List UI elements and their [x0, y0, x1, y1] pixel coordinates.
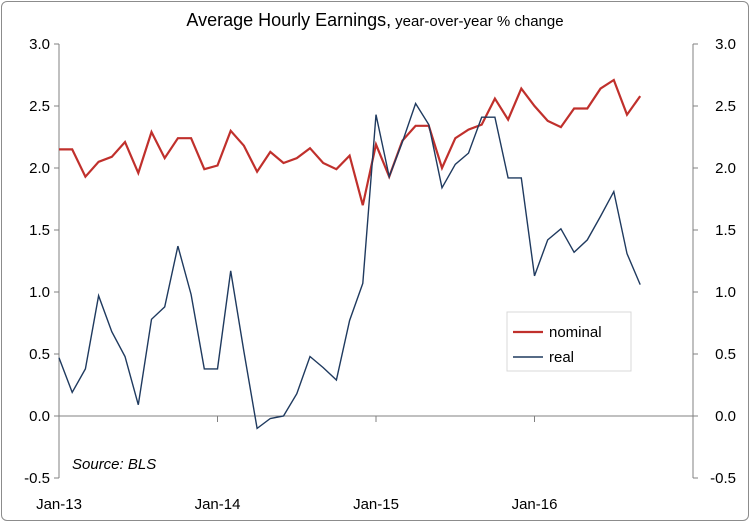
y-tick-label-left: -0.5 — [24, 470, 50, 487]
y-tick-label-left: 1.0 — [29, 284, 50, 301]
series-line-nominal — [59, 78, 642, 206]
legend-label-real: real — [549, 349, 574, 366]
y-tick-label-left: 0.0 — [29, 408, 50, 425]
x-tick-label: Jan-15 — [353, 496, 399, 513]
axes — [54, 43, 698, 479]
y-tick-label-left: 1.5 — [29, 222, 50, 239]
y-tick-label-right: 0.5 — [715, 346, 736, 363]
y-tick-label-left: 0.5 — [29, 346, 50, 363]
series-line-real — [58, 101, 641, 430]
y-tick-label-left: 2.0 — [29, 160, 50, 177]
chart-subtitle: year-over-year % change — [395, 13, 563, 30]
chart-title-main: Average Hourly Earnings, — [186, 10, 391, 30]
source-annotation: Source: BLS — [72, 456, 156, 473]
legend-box — [506, 311, 632, 372]
legend-label-nominal: nominal — [549, 324, 602, 341]
y-tick-label-right: 1.5 — [715, 222, 736, 239]
y-tick-label-right: 1.0 — [715, 284, 736, 301]
y-tick-label-right: 2.5 — [715, 98, 736, 115]
y-tick-label-left: 2.5 — [29, 98, 50, 115]
y-tick-label-right: 0.0 — [715, 408, 736, 425]
y-tick-label-left: 3.0 — [29, 36, 50, 53]
x-tick-label: Jan-13 — [36, 496, 82, 513]
x-tick-label: Jan-14 — [195, 496, 241, 513]
series-lines — [58, 78, 642, 430]
x-tick-label: Jan-16 — [512, 496, 558, 513]
y-tick-label-right: 3.0 — [715, 36, 736, 53]
legend: nominal real — [506, 311, 632, 372]
tick-labels: -0.5 -0.5 0.0 0.0 0.5 0.5 1.0 1.0 1.5 1.5 2.0 2.0 2.… — [24, 36, 736, 513]
chart-title: Average Hourly Earnings, year-over-year %… — [186, 10, 563, 30]
y-tick-label-right: -0.5 — [710, 470, 736, 487]
y-tick-label-right: 2.0 — [715, 160, 736, 177]
